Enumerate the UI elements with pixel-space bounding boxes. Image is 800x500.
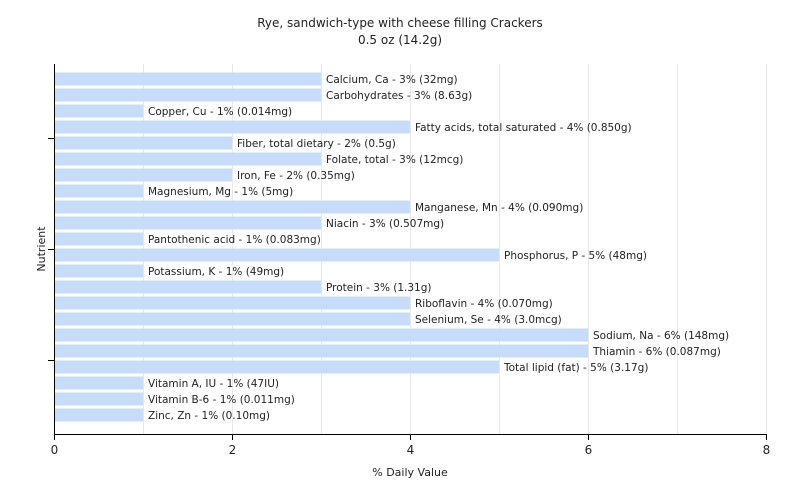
bar-label: Vitamin B-6 - 1% (0.011mg) (148, 394, 295, 406)
bar-label: Phosphorus, P - 5% (48mg) (504, 250, 647, 262)
bar-label: Iron, Fe - 2% (0.35mg) (237, 170, 355, 182)
bar (55, 280, 321, 294)
bar-label: Vitamin A, IU - 1% (47IU) (148, 378, 279, 390)
x-tick-label: 4 (407, 443, 415, 457)
bar (55, 328, 588, 342)
bar (55, 200, 410, 214)
bar-label: Fatty acids, total saturated - 4% (0.850… (415, 122, 632, 134)
bar (55, 104, 143, 118)
bar (55, 264, 143, 278)
bar (55, 392, 143, 406)
bar-label: Copper, Cu - 1% (0.014mg) (148, 106, 292, 118)
bar-label: Fiber, total dietary - 2% (0.5g) (237, 138, 396, 150)
bar-label: Protein - 3% (1.31g) (326, 282, 432, 294)
bar-label: Total lipid (fat) - 5% (3.17g) (503, 362, 648, 374)
chart-title: Rye, sandwich-type with cheese filling C… (257, 16, 543, 30)
bar-label: Riboflavin - 4% (0.070mg) (415, 298, 553, 310)
bar (55, 296, 410, 310)
x-axis-label: % Daily Value (372, 466, 448, 479)
bar-label: Manganese, Mn - 4% (0.090mg) (415, 202, 583, 214)
axes: 0 2 4 6 8 (48, 64, 770, 457)
bar (55, 184, 143, 198)
y-axis-label: Nutrient (35, 226, 48, 272)
bar (55, 152, 321, 166)
bar-label: Magnesium, Mg - 1% (5mg) (148, 186, 293, 198)
bar (55, 360, 499, 374)
bar (55, 248, 499, 262)
bar-label: Niacin - 3% (0.507mg) (326, 218, 444, 230)
x-tick-label: 0 (51, 443, 59, 457)
bar (55, 88, 321, 102)
bar (55, 120, 410, 134)
bar-label: Folate, total - 3% (12mcg) (326, 154, 463, 166)
bar (55, 408, 143, 422)
bar (55, 168, 232, 182)
bar (55, 216, 321, 230)
x-tick-label: 2 (229, 443, 237, 457)
bar-label: Calcium, Ca - 3% (32mg) (326, 74, 458, 86)
chart-subtitle: 0.5 oz (14.2g) (358, 33, 442, 47)
bar-label: Potassium, K - 1% (49mg) (148, 266, 284, 278)
bar-label: Pantothenic acid - 1% (0.083mg) (148, 234, 321, 246)
bar-label: Zinc, Zn - 1% (0.10mg) (148, 410, 270, 422)
bar-labels: Calcium, Ca - 3% (32mg) Carbohydrates - 3… (148, 74, 729, 422)
bar-label: Sodium, Na - 6% (148mg) (593, 330, 729, 342)
bar-label: Thiamin - 6% (0.087mg) (592, 346, 721, 358)
bar-label: Carbohydrates - 3% (8.63g) (326, 90, 472, 102)
bar (55, 344, 588, 358)
bar (55, 312, 410, 326)
bar (55, 232, 143, 246)
bar (55, 136, 232, 150)
bar (55, 376, 143, 390)
bar (55, 72, 321, 86)
bar-label: Selenium, Se - 4% (3.0mcg) (415, 314, 562, 326)
bars (55, 72, 588, 422)
x-tick-label: 8 (763, 443, 771, 457)
x-tick-label: 6 (585, 443, 593, 457)
